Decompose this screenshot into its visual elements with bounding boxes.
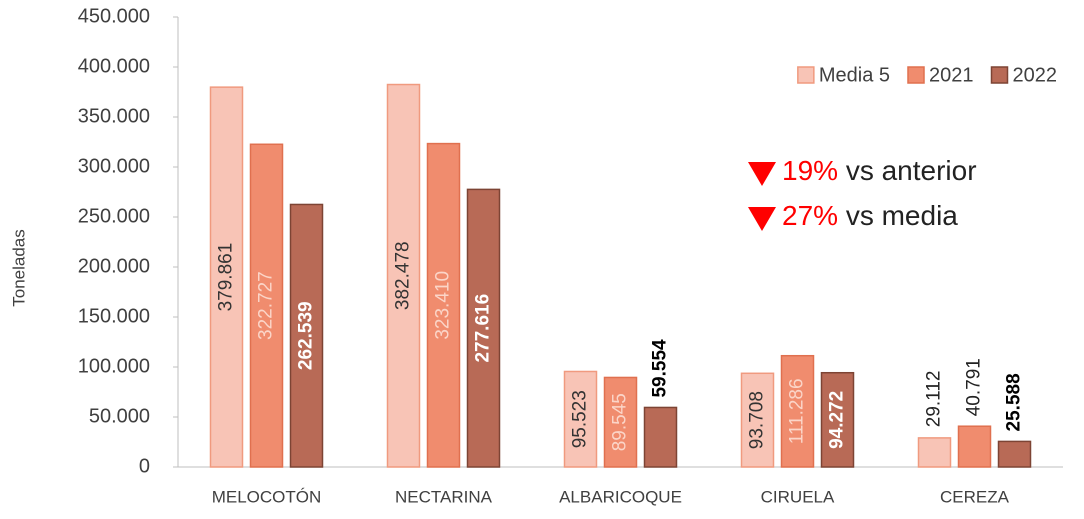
bar <box>643 406 678 468</box>
bar <box>386 83 421 468</box>
data-label: 262.539 <box>296 301 317 370</box>
data-label: 29.112 <box>924 371 945 428</box>
annotation-text: 19% vs anterior <box>782 155 977 186</box>
bar <box>603 376 638 468</box>
data-label: 59.554 <box>650 339 671 398</box>
y-tick-label: 450.000 <box>78 5 150 27</box>
x-tick-label: CEREZA <box>940 487 1010 506</box>
down-arrow <box>748 162 776 186</box>
data-label: 94.272 <box>827 391 848 449</box>
bar <box>780 354 815 468</box>
x-tick-label: CIRUELA <box>761 487 835 506</box>
annotation: 19% vs anterior 27% vs media <box>748 155 977 231</box>
annotation-label: vs media <box>846 200 958 231</box>
bar <box>820 371 855 468</box>
bar <box>249 143 284 468</box>
data-label: 40.791 <box>964 358 985 416</box>
data-label: 323.410 <box>433 271 454 340</box>
legend-label: 2022 <box>1013 64 1058 86</box>
bar <box>740 372 775 468</box>
bar <box>289 203 324 468</box>
y-tick-label: 50.000 <box>89 405 150 427</box>
y-tick-label: 400.000 <box>78 55 150 77</box>
legend-label: Media 5 <box>819 64 890 86</box>
data-label: 95.523 <box>570 390 591 448</box>
y-tick-label: 0 <box>139 455 150 477</box>
data-label: 25.588 <box>1004 373 1025 431</box>
bar <box>466 188 501 468</box>
annotation-label: vs anterior <box>846 155 977 186</box>
y-tick-label: 350.000 <box>78 105 150 127</box>
data-label: 322.727 <box>256 271 277 340</box>
y-axis-label: Toneladas <box>9 229 28 307</box>
bar <box>917 437 952 468</box>
y-tick-label: 100.000 <box>78 355 150 377</box>
legend-swatch <box>797 66 815 84</box>
bar <box>209 86 244 468</box>
legend-label: 2021 <box>929 64 974 86</box>
data-label: 382.478 <box>393 241 414 310</box>
legend-swatch <box>907 66 925 84</box>
bar <box>957 425 992 468</box>
legend-swatch <box>990 66 1009 84</box>
x-tick-label: ALBARICOQUE <box>559 487 682 506</box>
y-tick-label: 150.000 <box>78 305 150 327</box>
x-tick-label: MELOCOTÓN <box>212 487 322 506</box>
data-label: 379.861 <box>216 243 237 312</box>
bar <box>426 142 461 468</box>
y-tick-label: 200.000 <box>78 255 150 277</box>
x-tick-label: NECTARINA <box>395 487 493 506</box>
y-tick-label: 300.000 <box>78 155 150 177</box>
annotation-percent: 27% <box>782 200 838 231</box>
bar <box>563 370 598 468</box>
data-label: 111.286 <box>787 378 808 444</box>
data-label: 93.708 <box>747 391 768 449</box>
y-tick-label: 250.000 <box>78 205 150 227</box>
bar <box>997 440 1032 468</box>
annotation-percent: 19% <box>782 155 838 186</box>
annotation-text: 27% vs media <box>782 200 958 231</box>
data-label: 277.616 <box>473 294 494 363</box>
data-label: 89.545 <box>610 393 631 451</box>
down-arrow <box>748 207 776 231</box>
